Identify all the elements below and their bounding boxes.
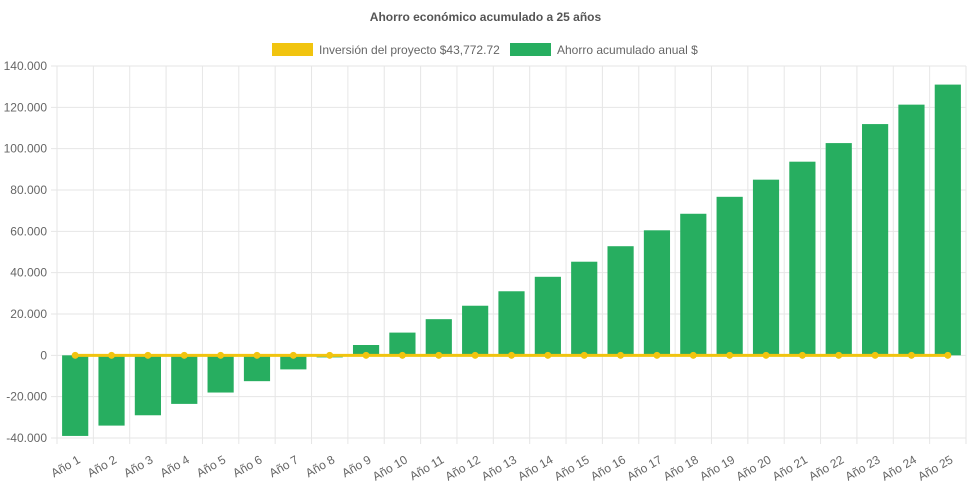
bar — [789, 161, 816, 356]
line-point — [398, 351, 406, 359]
x-tick-label: Año 22 — [806, 452, 846, 483]
x-axis: Año 1 Año 2 Año 3 Año 4 Año 5 Año 6 Año 7 Año 8… — [49, 452, 956, 483]
y-tick-label: 60.000 — [10, 224, 47, 238]
bar — [62, 355, 89, 436]
x-tick-label: Año 21 — [770, 452, 810, 483]
bar — [425, 319, 452, 356]
x-tick-label: Año 17 — [624, 452, 664, 483]
bar — [825, 143, 852, 356]
x-tick-label: Año 16 — [588, 452, 628, 483]
line-point — [144, 351, 152, 359]
legend-swatch — [510, 43, 551, 56]
x-tick-label: Año 23 — [843, 452, 883, 483]
y-tick-label: 20.000 — [10, 307, 47, 321]
bar — [243, 355, 271, 382]
y-tick-label: -40.000 — [6, 431, 47, 445]
y-tick-label: 120.000 — [4, 100, 48, 114]
x-tick-label: Año 15 — [552, 452, 592, 483]
x-tick-label: Año 10 — [370, 452, 410, 483]
x-tick-label: Año 24 — [879, 452, 919, 483]
bar — [280, 355, 307, 370]
bar — [752, 179, 780, 356]
x-tick-label: Año 14 — [515, 452, 555, 483]
line-point — [580, 351, 588, 359]
bar — [934, 84, 961, 356]
line-point — [798, 351, 806, 359]
legend: Inversión del proyecto $43,772.72 Ahorro … — [272, 43, 698, 57]
line-point — [944, 351, 952, 359]
line-point — [108, 351, 116, 359]
x-tick-label: Año 12 — [443, 452, 483, 483]
bar — [389, 332, 416, 356]
legend-swatch — [272, 43, 313, 56]
x-tick-label: Año 19 — [697, 452, 737, 483]
line-point — [762, 351, 770, 359]
bar — [534, 276, 561, 356]
x-tick-label: Año 20 — [734, 452, 774, 483]
line-point — [180, 351, 188, 359]
line-point — [362, 351, 370, 359]
x-tick-label: Año 3 — [121, 452, 155, 480]
line-point — [617, 351, 625, 359]
line-series — [71, 351, 952, 359]
x-tick-label: Año 11 — [407, 452, 446, 483]
line-point — [689, 351, 697, 359]
legend-item[interactable]: Ahorro acumulado anual $ — [510, 43, 698, 57]
legend-item[interactable]: Inversión del proyecto $43,772.72 — [272, 43, 500, 57]
x-tick-label: Año 6 — [230, 452, 264, 480]
y-axis: 140.000 120.000 100.000 80.000 60.000 40.000 2… — [4, 59, 48, 445]
line-point — [253, 351, 261, 359]
bar — [98, 355, 125, 426]
line-point — [544, 351, 552, 359]
x-tick-label: Año 18 — [661, 452, 701, 483]
line-point — [653, 351, 661, 359]
x-tick-label: Año 4 — [158, 452, 192, 480]
bar — [498, 291, 525, 356]
line-point — [907, 351, 915, 359]
bar — [171, 355, 198, 404]
legend-label: Inversión del proyecto $43,772.72 — [319, 43, 500, 57]
y-tick-label: 140.000 — [4, 59, 48, 73]
bar — [207, 355, 234, 393]
bar — [571, 261, 598, 356]
line-point — [217, 351, 225, 359]
line-point — [289, 351, 297, 359]
line-point — [471, 351, 479, 359]
y-tick-label: -20.000 — [6, 390, 47, 404]
line-point — [326, 351, 334, 359]
x-tick-label: Año 5 — [194, 452, 228, 480]
x-tick-label: Año 25 — [915, 452, 955, 483]
grid — [51, 65, 967, 444]
line-point — [71, 351, 79, 359]
line-point — [871, 351, 879, 359]
y-tick-label: 40.000 — [10, 266, 47, 280]
x-tick-label: Año 9 — [339, 452, 373, 480]
x-tick-label: Año 7 — [267, 452, 301, 480]
bar — [716, 196, 743, 356]
bar-series — [62, 84, 961, 436]
line-point — [835, 351, 843, 359]
x-tick-label: Año 8 — [303, 452, 337, 480]
x-tick-label: Año 13 — [479, 452, 519, 483]
legend-label: Ahorro acumulado anual $ — [557, 43, 698, 57]
bar — [862, 124, 889, 356]
bar — [898, 104, 925, 356]
x-tick-label: Año 2 — [85, 452, 119, 480]
bar — [680, 213, 707, 356]
line-point — [726, 351, 734, 359]
bar — [352, 345, 380, 356]
bar — [134, 355, 161, 416]
bar — [462, 305, 489, 356]
line-point — [508, 351, 515, 359]
y-tick-label: 0 — [40, 348, 47, 362]
y-tick-label: 100.000 — [4, 142, 48, 156]
x-tick-label: Año 1 — [49, 452, 83, 480]
line-point — [435, 351, 443, 359]
chart-title: Ahorro económico acumulado a 25 años — [370, 10, 602, 24]
bar — [607, 246, 634, 356]
y-tick-label: 80.000 — [10, 183, 47, 197]
bar — [643, 230, 671, 356]
